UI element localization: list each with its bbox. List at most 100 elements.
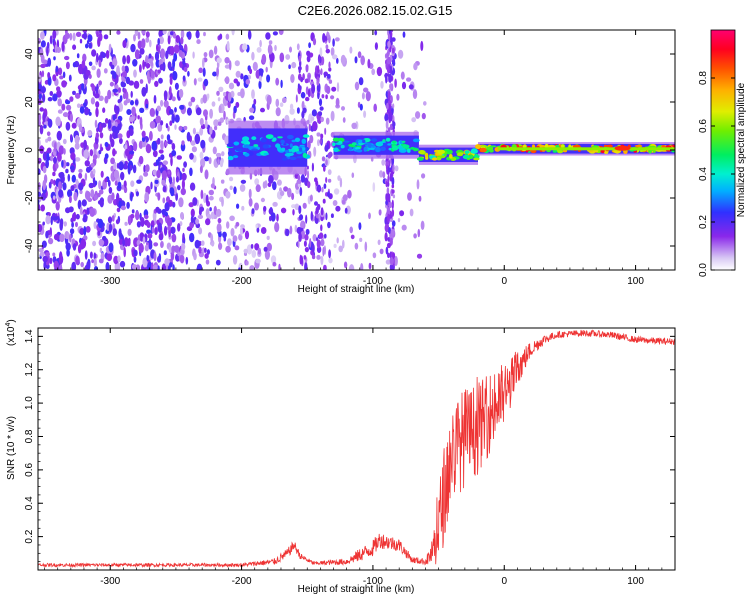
spectrogram-heatmap — [38, 30, 675, 270]
heatmap-cell — [360, 55, 366, 66]
heatmap-cell — [194, 133, 201, 145]
heatmap-cell — [103, 68, 108, 74]
chart-title: C2E6.2026.082.15.02.G15 — [298, 3, 453, 18]
heatmap-cell — [248, 197, 253, 207]
heatmap-cell — [280, 139, 285, 144]
heatmap-cell — [389, 256, 394, 266]
heatmap-cell — [38, 74, 42, 83]
heatmap-cell — [302, 134, 310, 138]
heatmap-cell — [243, 248, 249, 254]
heatmap-cell — [392, 252, 395, 259]
heatmap-cell — [193, 78, 197, 86]
heatmap-cell — [296, 179, 302, 185]
heatmap-cell — [244, 152, 250, 157]
heatmap-cell — [157, 265, 160, 270]
heatmap-cell — [227, 91, 232, 102]
heatmap-cell — [162, 30, 167, 35]
heatmap-cell — [100, 170, 104, 178]
heatmap-cell — [130, 100, 134, 106]
heatmap-cell — [106, 253, 113, 262]
heatmap-cell — [208, 189, 214, 196]
heatmap-cell — [416, 179, 420, 190]
heatmap-cell — [69, 228, 75, 235]
heatmap-cell — [71, 174, 77, 183]
heatmap-cell — [72, 90, 76, 95]
heatmap-cell — [255, 224, 259, 229]
heatmap-cell — [119, 260, 126, 268]
heatmap-cell — [252, 61, 258, 71]
heatmap-cell — [50, 155, 54, 162]
heatmap-cell — [138, 155, 144, 165]
heatmap-cell — [206, 93, 210, 99]
heatmap-cell — [294, 224, 298, 233]
heatmap-cell — [203, 31, 206, 37]
heatmap-cell — [261, 53, 267, 64]
heatmap-cell — [294, 137, 301, 142]
heatmap-cell — [251, 51, 255, 61]
heatmap-cell — [84, 172, 88, 181]
heatmap-cell — [114, 84, 119, 90]
heatmap-cell — [160, 154, 165, 161]
heatmap-cell — [315, 206, 319, 215]
heatmap-cell — [58, 145, 64, 155]
x-tick-label: 0 — [501, 276, 507, 287]
heatmap-cell — [172, 70, 178, 81]
heatmap-cell — [122, 164, 129, 170]
heatmap-cell — [312, 121, 318, 132]
heatmap-cell — [263, 152, 269, 156]
heatmap-cell — [213, 45, 218, 55]
heatmap-cell — [277, 146, 282, 152]
heatmap-cell — [78, 172, 83, 179]
heatmap-cell — [245, 260, 249, 266]
heatmap-cell — [219, 117, 224, 123]
heatmap-cell — [138, 243, 144, 254]
heatmap-cell — [112, 58, 118, 67]
heatmap-cell — [309, 194, 313, 202]
heatmap-cell — [213, 119, 219, 127]
heatmap-cell — [40, 204, 45, 212]
heatmap-cell — [127, 154, 133, 160]
heatmap-cell — [204, 253, 209, 259]
heatmap-cell — [335, 205, 341, 212]
snr-series-line — [38, 329, 675, 569]
heatmap-cell — [179, 221, 183, 227]
heatmap-cell — [131, 209, 135, 214]
heatmap-cell — [386, 56, 391, 65]
heatmap-cell — [59, 171, 65, 180]
heatmap-cell — [72, 44, 77, 50]
heatmap-cell — [63, 55, 70, 61]
heatmap-cell — [51, 196, 57, 204]
heatmap-cell — [152, 264, 158, 270]
heatmap-cell — [190, 208, 195, 218]
heatmap-cell — [382, 171, 386, 179]
heatmap-cell — [183, 125, 188, 131]
heatmap-cell — [360, 263, 364, 270]
heatmap-cell — [163, 250, 167, 256]
heatmap-cell — [158, 253, 162, 263]
heatmap-cell — [53, 156, 57, 164]
heatmap-cell — [299, 186, 303, 197]
heatmap-cell — [240, 179, 247, 184]
heatmap-cell — [373, 103, 378, 113]
heatmap-cell — [380, 146, 386, 151]
heatmap-cell — [55, 65, 59, 73]
heatmap-cell — [111, 192, 115, 201]
heatmap-cell — [296, 150, 303, 155]
heatmap-cell — [186, 107, 192, 116]
heatmap-cell — [91, 49, 97, 57]
heatmap-cell — [401, 140, 406, 143]
heatmap-cell — [183, 66, 188, 72]
heatmap-cell — [171, 233, 177, 243]
heatmap-cell — [205, 194, 209, 205]
heatmap-cell — [270, 212, 276, 222]
heatmap-cell — [402, 31, 406, 38]
heatmap-cell — [201, 240, 205, 246]
heatmap-cell — [322, 246, 325, 257]
heatmap-cell — [59, 75, 64, 80]
heatmap-cell — [351, 122, 358, 129]
heatmap-cell — [298, 66, 302, 71]
heatmap-cell — [218, 86, 224, 93]
heatmap-cell — [160, 48, 166, 59]
heatmap-cell — [97, 192, 101, 198]
heatmap-cell — [215, 152, 222, 158]
